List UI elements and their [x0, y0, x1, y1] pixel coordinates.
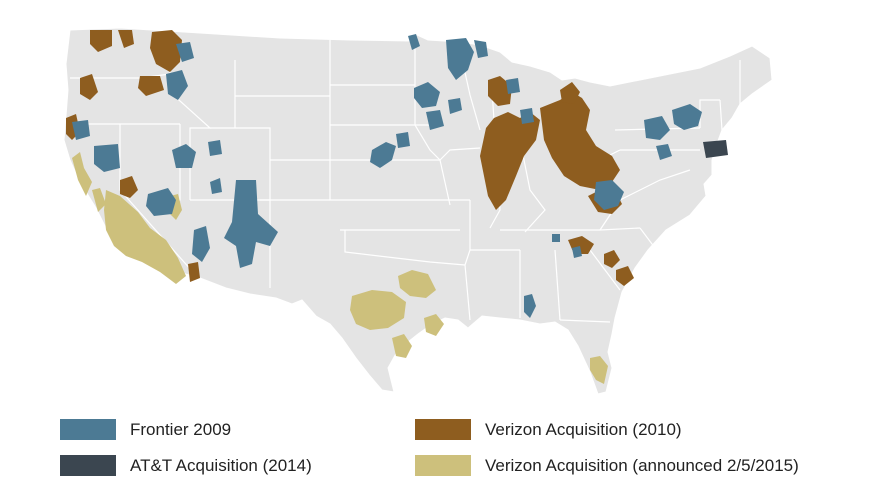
legend-label: AT&T Acquisition (2014) — [130, 455, 312, 475]
frontier-2009-regions — [72, 34, 702, 318]
legend-item-att-2014: AT&T Acquisition (2014) — [60, 455, 312, 476]
legend-swatch — [415, 419, 471, 440]
legend-label: Verizon Acquisition (announced 2/5/2015) — [485, 455, 799, 475]
legend-item-verizon-2010: Verizon Acquisition (2010) — [415, 419, 682, 440]
legend-item-frontier-2009: Frontier 2009 — [60, 419, 231, 440]
att-2014-regions — [703, 140, 728, 158]
legend-item-verizon-2015: Verizon Acquisition (announced 2/5/2015) — [415, 455, 799, 476]
us-landmass — [63, 27, 773, 395]
us-territory-map — [63, 27, 773, 395]
legend-label: Frontier 2009 — [130, 419, 232, 439]
legend-swatch — [60, 419, 116, 440]
map-legend: Frontier 2009 AT&T Acquisition (2014) Ve… — [0, 400, 881, 486]
verizon-2015-regions — [72, 152, 608, 384]
legend-label: Verizon Acquisition (2010) — [485, 419, 682, 439]
legend-swatch — [415, 455, 471, 476]
state-borders — [66, 32, 741, 323]
legend-swatch — [60, 455, 116, 476]
